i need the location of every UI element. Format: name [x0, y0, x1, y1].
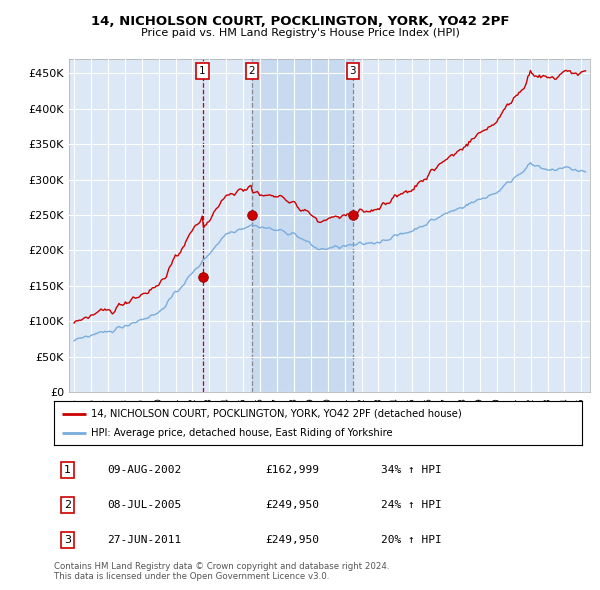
- Text: 20% ↑ HPI: 20% ↑ HPI: [382, 535, 442, 545]
- Text: 2: 2: [248, 66, 255, 76]
- Text: 08-JUL-2005: 08-JUL-2005: [107, 500, 181, 510]
- Text: £162,999: £162,999: [265, 466, 319, 475]
- Text: 34% ↑ HPI: 34% ↑ HPI: [382, 466, 442, 475]
- Text: 3: 3: [350, 66, 356, 76]
- Text: 24% ↑ HPI: 24% ↑ HPI: [382, 500, 442, 510]
- Text: 2: 2: [64, 500, 71, 510]
- Bar: [353, 59, 590, 392]
- Bar: [74, 59, 203, 392]
- Text: 09-AUG-2002: 09-AUG-2002: [107, 466, 181, 475]
- Text: 1: 1: [64, 466, 71, 475]
- Text: £249,950: £249,950: [265, 500, 319, 510]
- Text: 27-JUN-2011: 27-JUN-2011: [107, 535, 181, 545]
- Text: 14, NICHOLSON COURT, POCKLINGTON, YORK, YO42 2PF (detached house): 14, NICHOLSON COURT, POCKLINGTON, YORK, …: [91, 409, 462, 418]
- Text: HPI: Average price, detached house, East Riding of Yorkshire: HPI: Average price, detached house, East…: [91, 428, 392, 438]
- Text: 14, NICHOLSON COURT, POCKLINGTON, YORK, YO42 2PF: 14, NICHOLSON COURT, POCKLINGTON, YORK, …: [91, 15, 509, 28]
- Text: £249,950: £249,950: [265, 535, 319, 545]
- Text: 3: 3: [64, 535, 71, 545]
- Bar: [252, 59, 353, 392]
- Text: 1: 1: [199, 66, 206, 76]
- Bar: [203, 59, 252, 392]
- Text: Price paid vs. HM Land Registry's House Price Index (HPI): Price paid vs. HM Land Registry's House …: [140, 28, 460, 38]
- Text: Contains HM Land Registry data © Crown copyright and database right 2024.
This d: Contains HM Land Registry data © Crown c…: [54, 562, 389, 581]
